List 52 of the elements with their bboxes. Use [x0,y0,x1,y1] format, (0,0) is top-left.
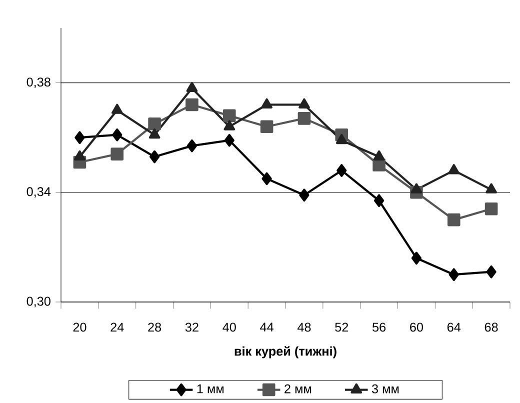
point [486,183,497,194]
x-tick-label: 28 [148,322,162,332]
point [336,164,347,177]
point [486,265,496,278]
point [186,98,198,112]
x-tick-label: 32 [185,322,198,332]
point [372,158,386,172]
legend-label: 1 мм [197,384,224,394]
point [148,128,160,139]
point [298,112,311,125]
x-tick-label: 48 [297,322,311,332]
legend-label: 2 мм [284,384,312,394]
point [110,148,124,160]
point [336,134,348,144]
x-tick-label: 64 [447,322,461,332]
point [186,82,198,92]
point [411,252,422,265]
point [74,131,85,144]
point [148,117,161,130]
point [260,120,274,134]
point [298,98,310,108]
y-tick-label: 0,34 [26,187,51,198]
point [261,98,272,108]
point [484,202,498,216]
point [262,172,272,186]
point [222,109,236,122]
x-tick-label: 60 [410,322,424,332]
x-tick-label: 56 [372,322,386,332]
point [448,164,460,174]
point [111,104,123,114]
x-tick-label: 44 [260,322,274,332]
y-tick-label: 0,30 [26,296,50,308]
legend-label: 3 мм [372,384,399,394]
point [374,194,384,208]
point [299,188,310,202]
point [149,150,160,164]
y-tick-label: 0,38 [26,78,50,88]
point [112,128,122,142]
point [74,150,86,161]
x-tick-label: 68 [484,322,498,332]
x-tick-label: 20 [73,322,86,332]
point [224,134,234,147]
x-tick-label: 24 [110,322,124,332]
point [448,268,459,281]
point [373,150,385,161]
x-axis-title: вік курей (тижні) [234,346,336,358]
point [447,213,460,226]
point [410,183,422,194]
x-tick-label: 40 [222,322,236,332]
point [186,139,198,152]
point [224,120,236,130]
x-tick-label: 52 [335,322,348,332]
